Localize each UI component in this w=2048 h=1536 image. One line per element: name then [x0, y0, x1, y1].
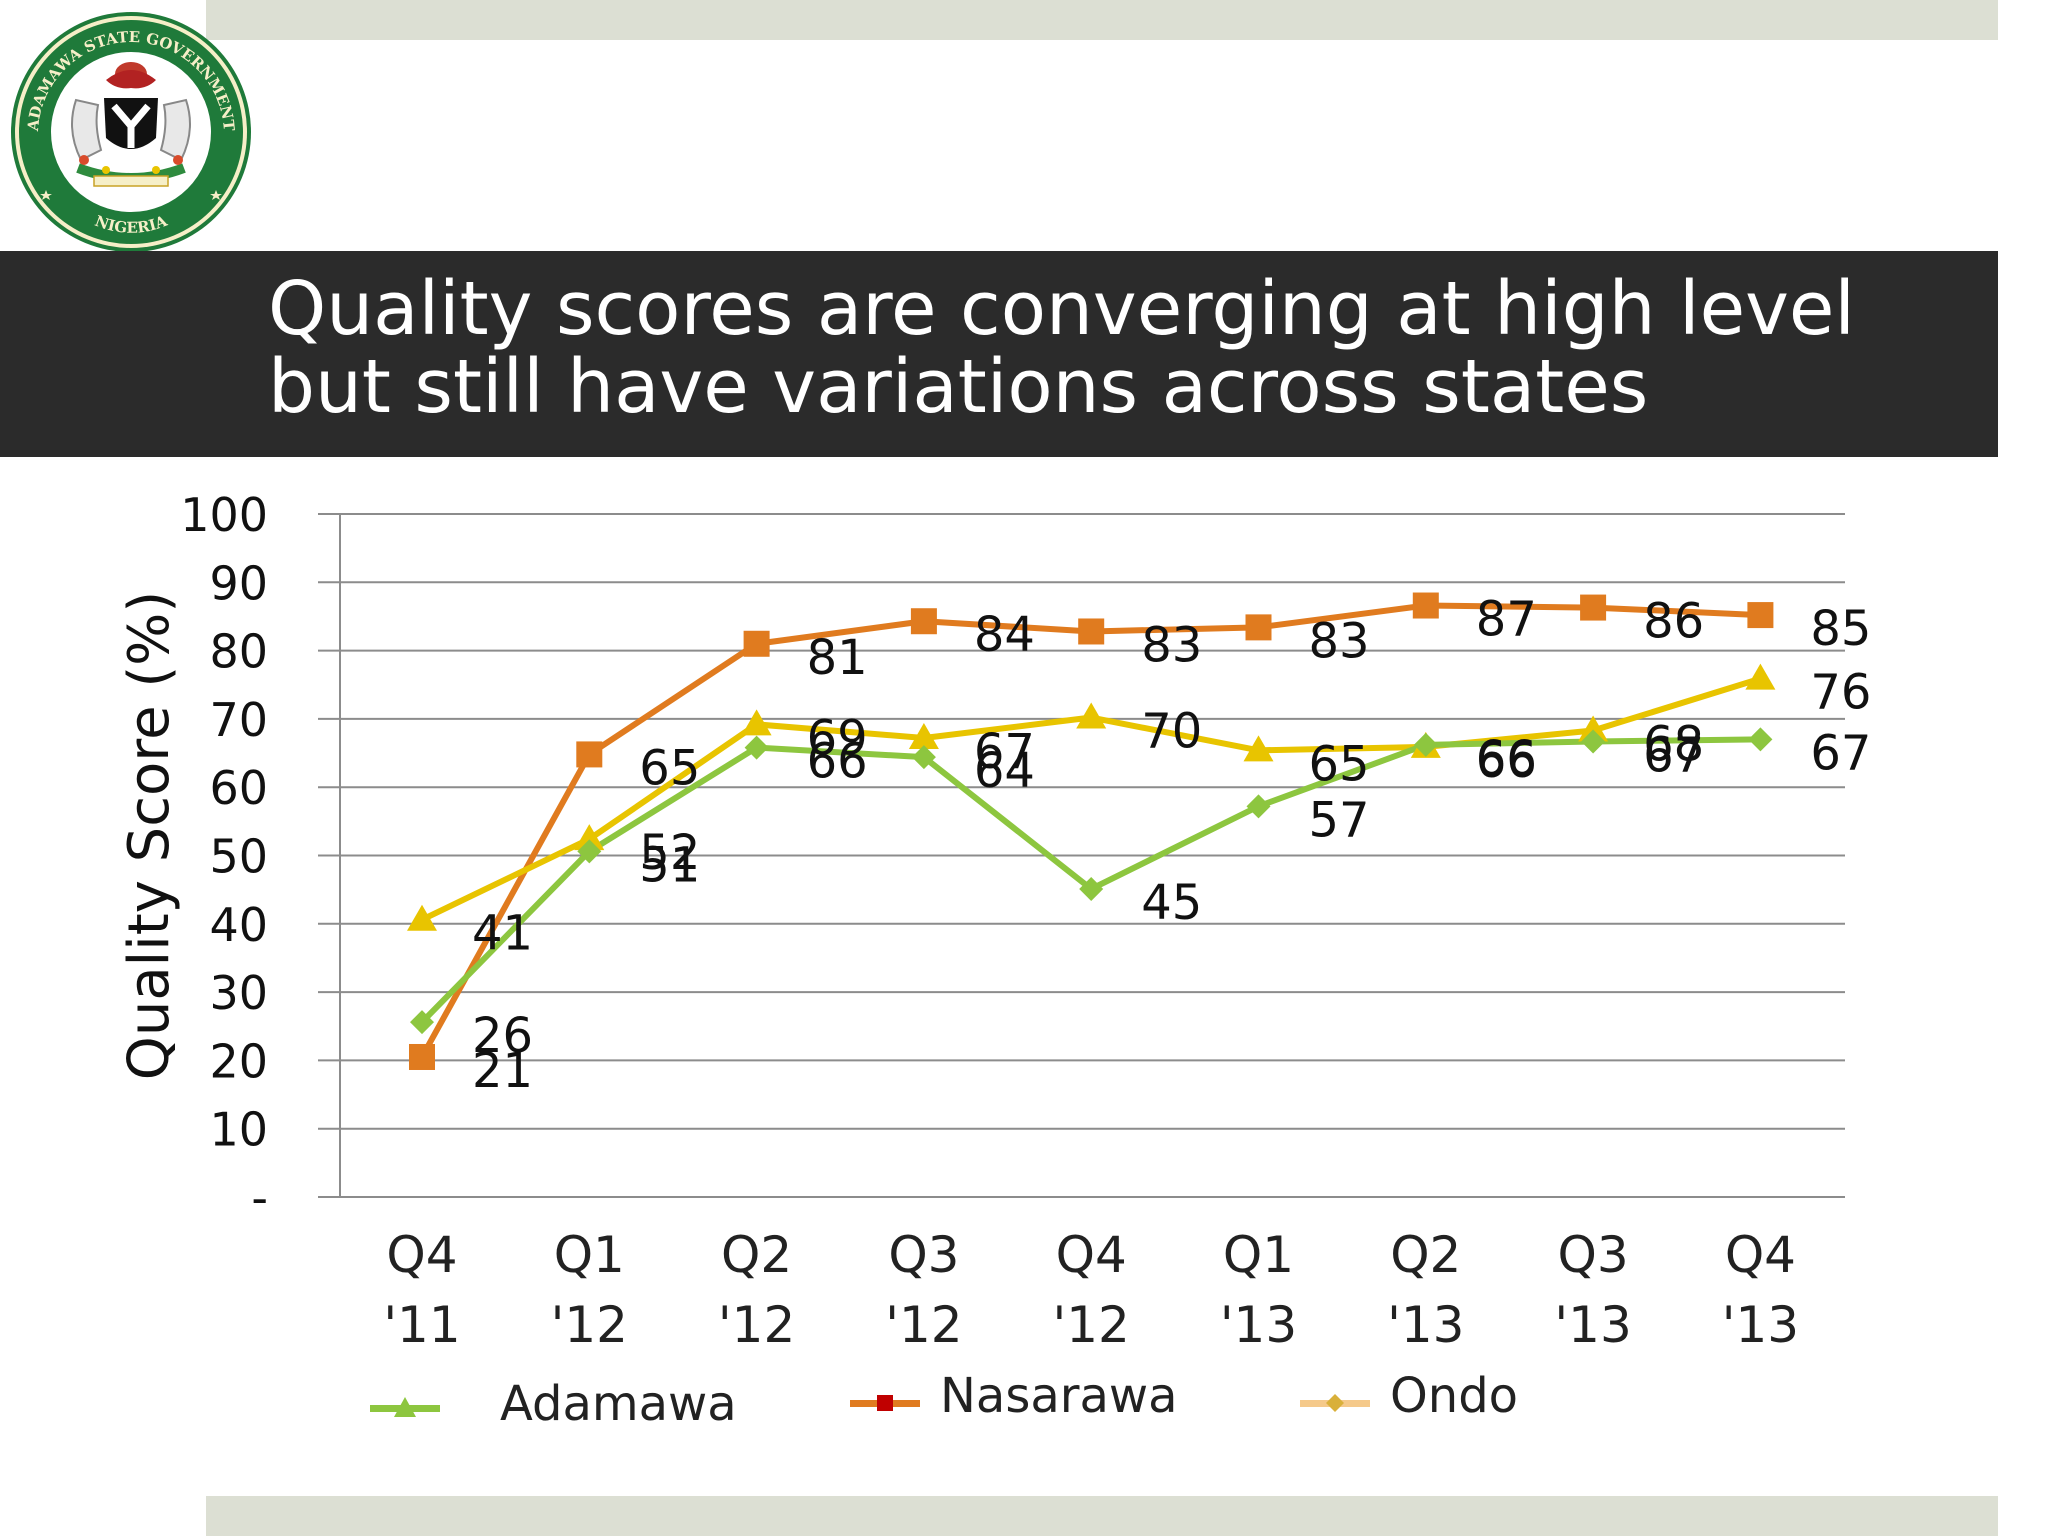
x-tick-label: Q1: [554, 1226, 625, 1284]
legend-marker-nasarawa: [877, 1395, 893, 1411]
adamawa-state-seal-logo: ADAMAWA STATE GOVERNMENT NIGERIA: [6, 10, 256, 255]
data-label-nasarawa: 87: [1476, 592, 1537, 648]
data-label-adamawa: 51: [639, 837, 700, 893]
legend-item-ondo: Ondo: [1290, 1368, 1670, 1440]
top-decorative-band: [206, 0, 1998, 40]
data-point-ondo: [741, 709, 772, 736]
y-tick-label: 60: [209, 761, 268, 815]
legend-item-nasarawa: Nasarawa: [840, 1368, 1260, 1440]
data-label-ondo: 41: [472, 906, 533, 962]
legend-marker-ondo: [1326, 1394, 1344, 1412]
y-tick-label: 40: [209, 898, 268, 952]
y-tick-label: 70: [209, 693, 268, 747]
y-tick-label: 80: [209, 625, 268, 679]
data-point-nasarawa: [1078, 618, 1105, 645]
legend-label-adamawa: Adamawa: [500, 1376, 737, 1432]
legend-item-adamawa: Adamawa: [360, 1370, 780, 1440]
x-tick-label-year: '12: [885, 1296, 962, 1354]
data-label-ondo: 70: [1141, 704, 1202, 760]
x-tick-label-year: '13: [1554, 1296, 1631, 1354]
x-tick-label: Q2: [1390, 1226, 1461, 1284]
data-label-nasarawa: 84: [974, 607, 1035, 663]
title-bar: [0, 251, 1998, 457]
bottom-decorative-band: [206, 1496, 1998, 1536]
x-tick-label: Q4: [1056, 1226, 1127, 1284]
data-label-nasarawa: 85: [1810, 601, 1871, 657]
x-tick-label-year: '11: [383, 1296, 460, 1354]
slide-title: Quality scores are converging at high le…: [268, 266, 1855, 430]
data-point-adamawa: [577, 839, 602, 864]
y-tick-label: 90: [209, 556, 268, 610]
data-label-adamawa: 67: [1810, 725, 1871, 781]
data-point-nasarawa: [1412, 592, 1439, 619]
data-label-adamawa: 66: [1476, 731, 1537, 787]
legend-marker-adamawa: [394, 1397, 416, 1417]
x-tick-label-year: '12: [1053, 1296, 1130, 1354]
data-point-ondo: [574, 824, 605, 851]
data-label-ondo: 67: [974, 724, 1035, 780]
data-point-adamawa: [1079, 876, 1104, 901]
data-point-nasarawa: [1747, 602, 1774, 629]
data-label-nasarawa: 81: [807, 630, 868, 686]
data-label-nasarawa: 65: [639, 740, 700, 796]
data-point-ondo: [1076, 702, 1107, 729]
data-point-adamawa: [410, 1010, 434, 1035]
data-label-adamawa: 66: [807, 734, 868, 790]
data-point-adamawa: [1581, 729, 1606, 754]
chart-legend: Adamawa Nasarawa Ondo: [360, 1368, 1660, 1440]
data-label-ondo: 76: [1810, 665, 1871, 721]
y-tick-label: -: [251, 1171, 268, 1225]
data-point-nasarawa: [576, 741, 603, 768]
y-tick-label: 30: [209, 966, 268, 1020]
x-tick-label-year: '13: [1387, 1296, 1464, 1354]
data-label-ondo: 66: [1476, 733, 1537, 789]
legend-label-nasarawa: Nasarawa: [940, 1368, 1178, 1424]
x-tick-label: Q2: [721, 1226, 792, 1284]
data-point-ondo: [1243, 735, 1274, 762]
legend-label-ondo: Ondo: [1390, 1368, 1519, 1424]
data-point-adamawa: [1413, 732, 1438, 757]
y-tick-label: 50: [209, 830, 268, 884]
data-point-ondo: [1745, 663, 1776, 690]
y-tick-label: 100: [180, 488, 268, 542]
y-tick-label: 10: [209, 1103, 268, 1157]
data-point-adamawa: [911, 745, 936, 770]
x-tick-label: Q4: [1725, 1226, 1796, 1284]
x-tick-label-year: '13: [1220, 1296, 1297, 1354]
data-point-ondo: [1578, 715, 1609, 742]
quality-score-line-chart: - 10 20 30 40 50 60 70 80 90 100 Quality Score (%) Q…: [117, 488, 1871, 1354]
x-tick-label-year: '13: [1722, 1296, 1799, 1354]
y-tick-label: 20: [209, 1034, 268, 1088]
x-tick-label: Q4: [386, 1226, 457, 1284]
x-tick-label: Q3: [1558, 1226, 1629, 1284]
data-point-nasarawa: [1245, 614, 1272, 641]
data-point-nasarawa: [910, 608, 937, 635]
y-axis-title: Quality Score (%): [117, 591, 182, 1080]
x-tick-label: Q1: [1223, 1226, 1294, 1284]
data-point-adamawa: [1246, 794, 1271, 819]
data-label-ondo: 65: [1309, 736, 1370, 792]
data-label-nasarawa: 83: [1141, 617, 1202, 673]
data-point-nasarawa: [409, 1043, 435, 1070]
data-point-adamawa: [1748, 727, 1773, 752]
data-label-adamawa: 64: [974, 743, 1035, 799]
data-label-adamawa: 45: [1141, 875, 1202, 931]
data-label-adamawa: 26: [472, 1008, 533, 1064]
data-label-nasarawa: 83: [1309, 613, 1370, 669]
x-tick-label: Q3: [888, 1226, 959, 1284]
data-label-nasarawa: 21: [472, 1043, 533, 1099]
x-tick-label-year: '12: [718, 1296, 795, 1354]
data-label-ondo: 69: [807, 710, 868, 766]
data-point-nasarawa: [743, 630, 770, 657]
data-point-nasarawa: [1580, 594, 1607, 621]
data-label-ondo: 68: [1643, 717, 1704, 773]
data-label-adamawa: 67: [1643, 727, 1704, 783]
x-tick-label-year: '12: [551, 1296, 628, 1354]
data-point-ondo: [908, 723, 939, 750]
data-label-nasarawa: 86: [1643, 594, 1704, 650]
data-label-ondo: 52: [639, 825, 700, 881]
data-label-adamawa: 57: [1309, 792, 1370, 848]
data-point-ondo: [407, 904, 437, 931]
data-point-adamawa: [744, 735, 769, 760]
